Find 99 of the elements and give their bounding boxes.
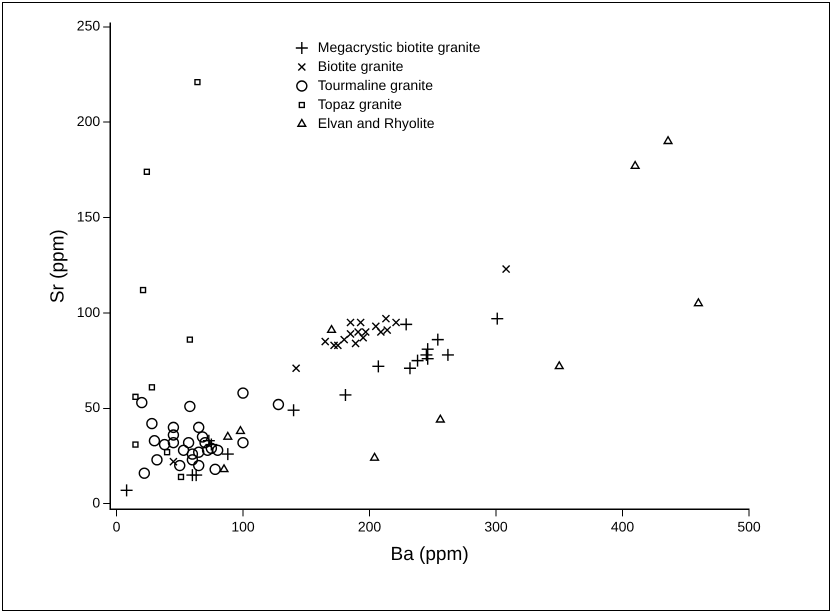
point	[338, 388, 352, 402]
point	[490, 312, 504, 326]
point	[148, 435, 160, 446]
point	[372, 360, 386, 374]
point	[382, 326, 392, 334]
point	[420, 352, 434, 366]
point	[151, 454, 163, 466]
point	[219, 464, 229, 472]
point	[370, 452, 380, 461]
point	[144, 168, 150, 175]
point	[148, 384, 156, 390]
point	[334, 341, 342, 350]
point	[403, 362, 417, 375]
point	[286, 404, 300, 417]
point	[502, 264, 510, 274]
point	[441, 348, 455, 362]
point	[330, 341, 338, 350]
point	[193, 422, 204, 434]
point	[174, 460, 186, 472]
point	[236, 426, 246, 434]
point	[204, 438, 218, 452]
x-tick-label: 400	[610, 518, 634, 535]
legend-label: Elvan and Rhyolite	[318, 114, 435, 131]
point	[202, 444, 214, 456]
point	[351, 339, 360, 348]
x-tick-label: 100	[231, 518, 255, 535]
point	[136, 396, 148, 408]
point	[392, 318, 400, 327]
point	[189, 468, 203, 482]
point	[376, 328, 386, 336]
point	[420, 342, 434, 356]
point	[410, 354, 424, 368]
y-axis-title: Sr (ppm)	[48, 229, 69, 304]
point	[178, 474, 184, 480]
point	[436, 414, 445, 423]
point	[292, 364, 300, 372]
legend-label: Biotite granite	[318, 58, 404, 74]
x-axis-title: Ba (ppm)	[390, 544, 469, 565]
point	[186, 448, 198, 460]
point	[237, 387, 249, 399]
point	[120, 484, 134, 498]
point	[178, 444, 190, 456]
point	[186, 336, 194, 343]
point	[431, 332, 444, 346]
point	[196, 431, 208, 443]
point	[168, 436, 180, 448]
point	[206, 442, 218, 454]
point	[193, 446, 204, 458]
point	[346, 318, 355, 327]
point	[140, 286, 146, 294]
point	[138, 467, 150, 479]
point	[382, 314, 390, 323]
point	[158, 438, 170, 450]
point	[663, 136, 673, 144]
x-tick-label: 500	[737, 518, 761, 535]
point	[630, 160, 640, 170]
point	[694, 298, 703, 306]
point	[184, 400, 196, 412]
y-tick-label: 50	[84, 399, 100, 416]
x-tick-label: 0	[112, 518, 121, 535]
point	[209, 464, 221, 476]
y-tick-label: 250	[76, 18, 100, 34]
point	[340, 335, 348, 344]
point	[212, 444, 224, 456]
point	[354, 328, 362, 336]
point	[164, 449, 170, 456]
point	[168, 429, 180, 441]
point	[146, 418, 158, 430]
point	[193, 460, 204, 472]
legend-label: Megacrystic biotite granite	[318, 38, 481, 55]
point	[202, 434, 216, 448]
point	[186, 454, 198, 466]
point	[272, 398, 284, 410]
point	[399, 318, 413, 332]
point	[182, 436, 194, 448]
point	[326, 324, 336, 334]
legend-label: Tourmaline granite	[318, 76, 434, 93]
point	[346, 330, 355, 338]
point	[554, 361, 564, 370]
point	[420, 348, 434, 362]
y-tick-label: 200	[76, 113, 100, 130]
y-tick-label: 150	[76, 208, 100, 224]
x-tick-label: 300	[484, 518, 508, 535]
y-tick-label: 100	[76, 304, 100, 320]
legend-label: Topaz granite	[318, 96, 402, 112]
point	[168, 422, 180, 434]
point	[356, 318, 365, 327]
y-tick-label: 0	[92, 494, 100, 511]
point	[237, 436, 249, 448]
point	[221, 447, 235, 461]
x-tick-label: 200	[358, 518, 382, 535]
point	[320, 337, 330, 346]
point	[194, 78, 201, 86]
point	[223, 432, 232, 440]
point	[372, 322, 380, 331]
point	[132, 441, 139, 448]
point	[132, 394, 139, 400]
point	[169, 457, 178, 466]
point	[199, 436, 211, 448]
